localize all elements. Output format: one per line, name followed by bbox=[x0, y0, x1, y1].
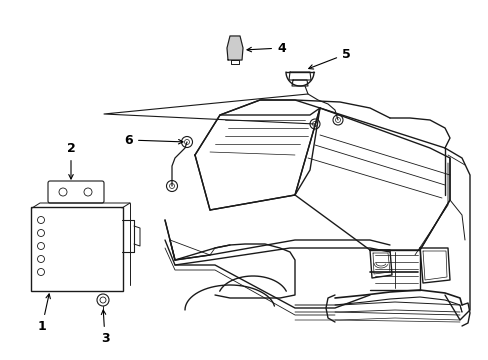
Text: 4: 4 bbox=[246, 41, 285, 54]
Text: 2: 2 bbox=[66, 142, 75, 179]
Text: 6: 6 bbox=[124, 134, 183, 147]
Text: 5: 5 bbox=[308, 48, 350, 69]
Polygon shape bbox=[226, 36, 243, 60]
Text: 1: 1 bbox=[38, 294, 50, 333]
Text: 3: 3 bbox=[101, 310, 109, 345]
